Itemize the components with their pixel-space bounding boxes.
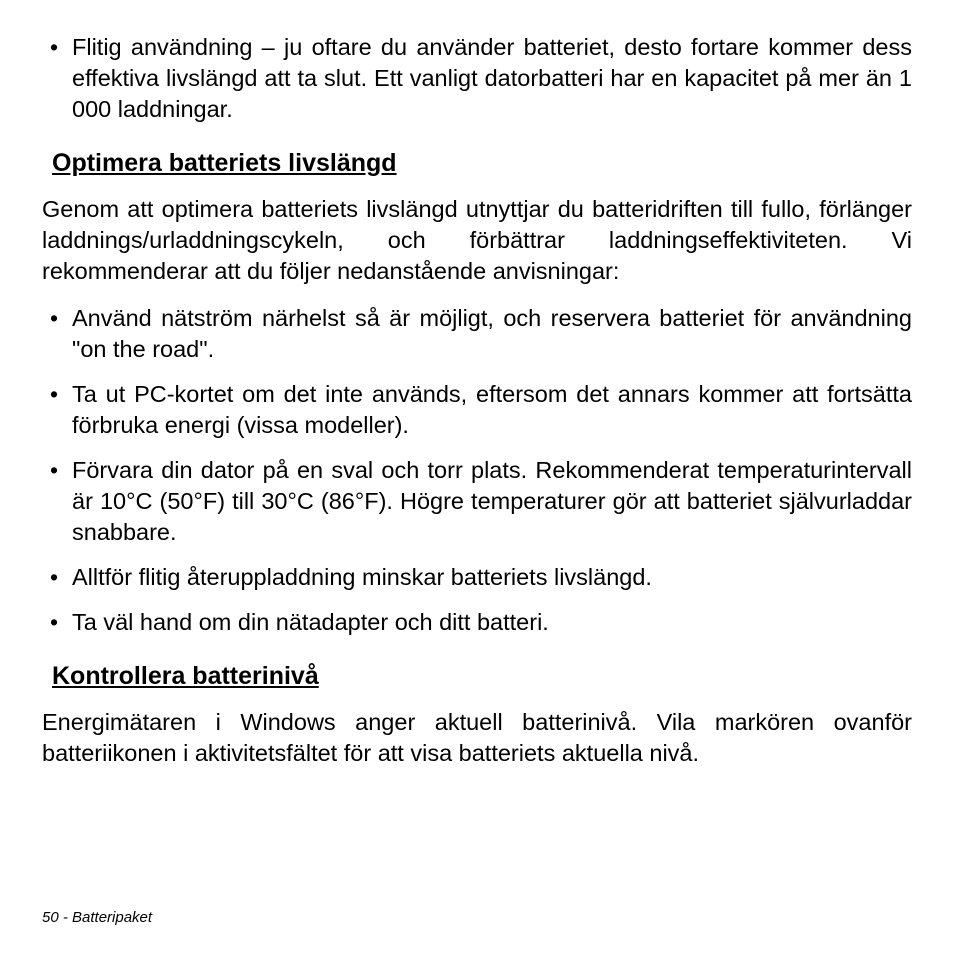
list-item: Förvara din dator på en sval och torr pl… xyxy=(42,455,912,548)
section-body: Energimätaren i Windows anger aktuell ba… xyxy=(42,707,912,769)
list-item: Alltför flitig återuppladdning minskar b… xyxy=(42,562,912,593)
section-intro: Genom att optimera batteriets livslängd … xyxy=(42,194,912,287)
list-item: Flitig användning – ju oftare du använde… xyxy=(42,32,912,125)
list-item: Använd nätström närhelst så är möjligt, … xyxy=(42,303,912,365)
list-item: Ta ut PC-kortet om det inte används, eft… xyxy=(42,379,912,441)
section-heading-optimize: Optimera batteriets livslängd xyxy=(52,149,912,178)
optimize-bullet-list: Använd nätström närhelst så är möjligt, … xyxy=(42,303,912,638)
list-item: Ta väl hand om din nätadapter och ditt b… xyxy=(42,607,912,638)
document-page: Flitig användning – ju oftare du använde… xyxy=(0,0,954,954)
page-footer: 50 - Batteripaket xyxy=(42,909,152,926)
top-bullet-list: Flitig användning – ju oftare du använde… xyxy=(42,32,912,125)
section-heading-check: Kontrollera batterinivå xyxy=(52,662,912,691)
